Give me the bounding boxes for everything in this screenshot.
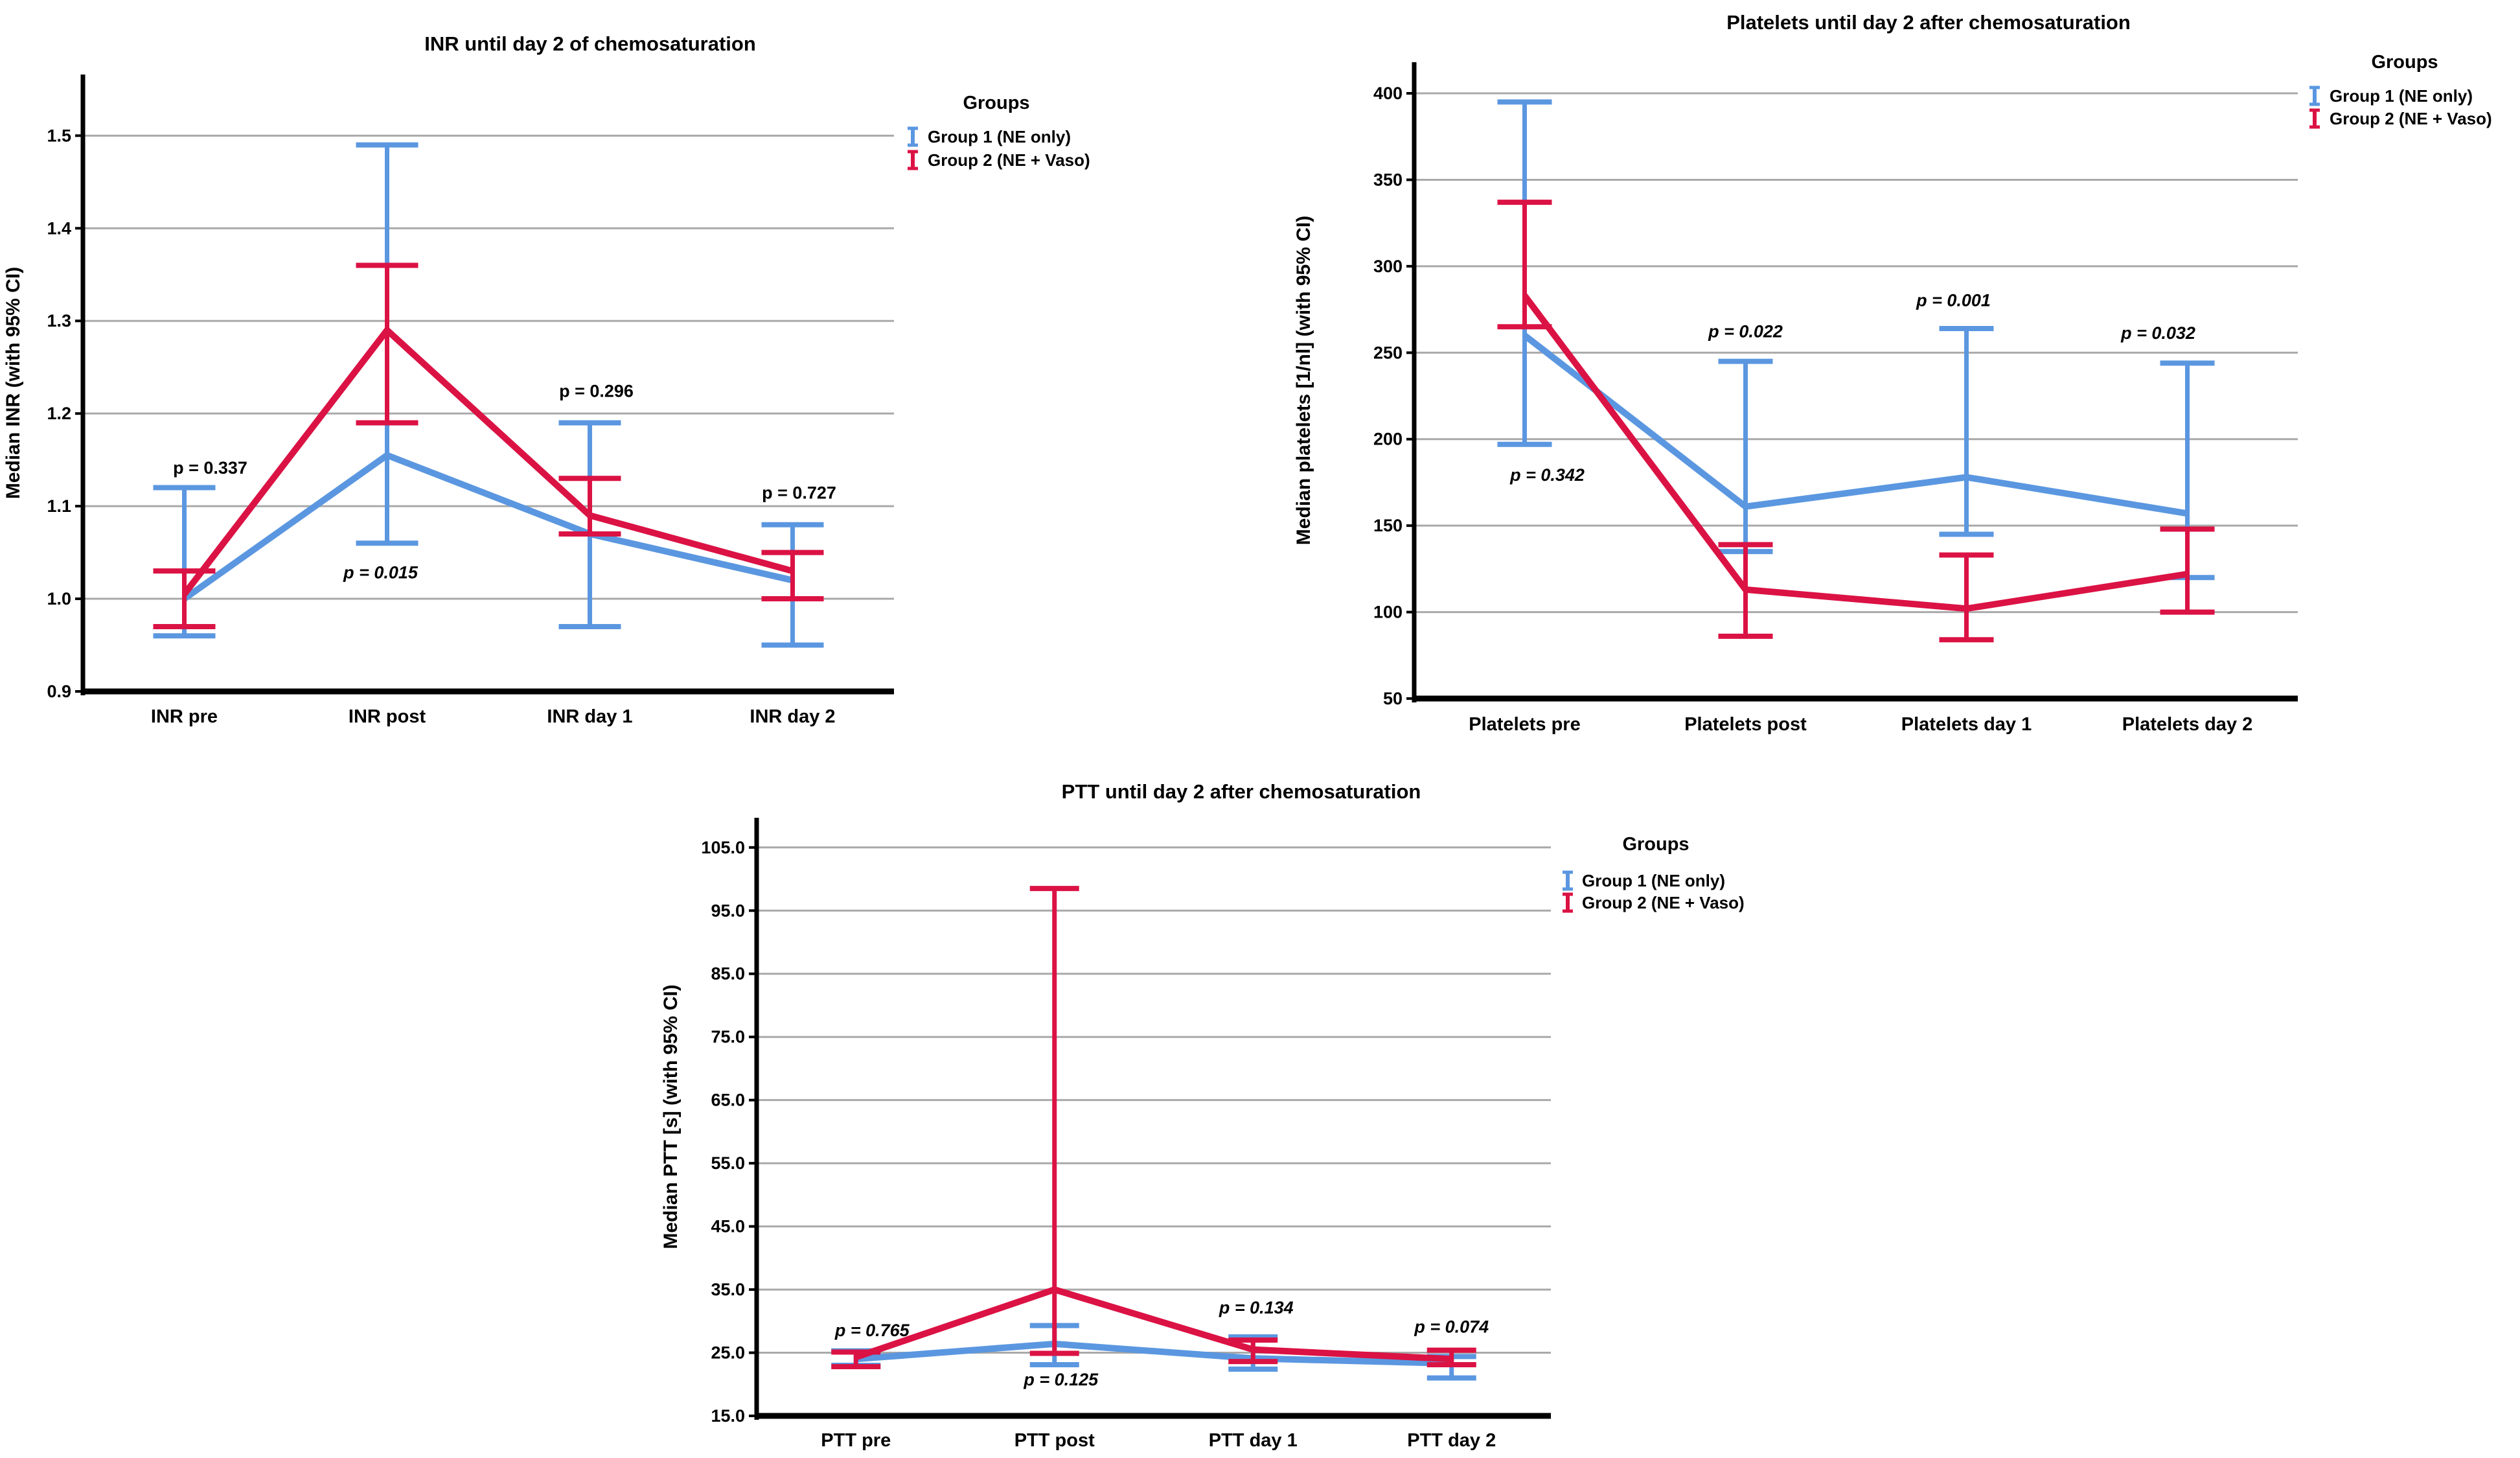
- p-value-label: p = 0.022: [1708, 321, 1783, 341]
- x-category-label: Platelets post: [1684, 714, 1807, 735]
- errorbar-icon: [2309, 86, 2320, 106]
- x-category-label: PTT pre: [821, 1430, 891, 1451]
- p-value-label: p = 0.032: [2120, 323, 2195, 343]
- p-value-label: p = 0.125: [1023, 1370, 1099, 1389]
- y-tick-label: 75.0: [711, 1027, 745, 1047]
- series-line: [1522, 294, 2188, 612]
- y-tick-label: 25.0: [711, 1343, 745, 1363]
- legend-title: Groups: [963, 93, 1029, 113]
- x-category-label: PTT post: [1014, 1430, 1095, 1451]
- errorbar-icon: [2309, 108, 2320, 129]
- y-tick-label: 400: [1373, 84, 1403, 103]
- x-category-label: Platelets day 2: [2122, 714, 2253, 735]
- chart-title: INR until day 2 of chemosaturation: [424, 32, 756, 55]
- p-value-label: p = 0.337: [173, 458, 247, 478]
- y-tick-label: 150: [1373, 516, 1403, 535]
- p-value-label: p = 0.001: [1916, 290, 1991, 310]
- p-value-label: p = 0.727: [762, 483, 836, 503]
- x-category-label: INR day 1: [547, 706, 632, 727]
- errorbar-icon: [908, 150, 918, 170]
- errorbar-icon: [1563, 892, 1573, 913]
- y-tick-label: 1.4: [47, 218, 71, 238]
- p-value-label: p = 0.765: [834, 1321, 910, 1340]
- y-tick-label: 65.0: [711, 1091, 745, 1110]
- p-value-label: p = 0.074: [1414, 1317, 1489, 1336]
- legend-item-label: Group 2 (NE + Vaso): [928, 150, 1090, 170]
- chart-ptt: 15.0 25.0 35.0 45.0 55.0 65.0 75.0 85.0 95.0 105.…: [648, 765, 1807, 1458]
- x-category-label: PTT day 2: [1407, 1430, 1496, 1451]
- p-value-label: p = 0.296: [559, 381, 634, 400]
- chart-svg: 50 100 150 200 250 300 350 400 Platelets pre Plat…: [1293, 11, 2492, 735]
- y-tick-label: 250: [1373, 343, 1403, 362]
- chart-inr: 0.9 1.0 1.1 1.2 1.3 1.4 1.5 INR pre INR post INR …: [0, 0, 1134, 758]
- y-tick-label: 1.0: [47, 589, 71, 608]
- y-tick-label: 85.0: [711, 964, 745, 984]
- y-tick-label: 45.0: [711, 1217, 745, 1236]
- y-tick-label: 200: [1373, 430, 1403, 449]
- series-line: [182, 451, 794, 602]
- series-line: [1522, 332, 2188, 517]
- legend-item-label: Group 2 (NE + Vaso): [1582, 893, 1745, 912]
- legend-item-label: Group 1 (NE only): [2330, 86, 2473, 106]
- p-value-label: p = 0.015: [343, 563, 418, 583]
- legend-item-label: Group 1 (NE only): [1582, 871, 1725, 890]
- y-axis-label: Median INR (with 95% CI): [3, 267, 24, 499]
- y-tick-label: 50: [1383, 689, 1403, 708]
- errorbar-icon: [1563, 870, 1573, 891]
- chart-svg: 15.0 25.0 35.0 45.0 55.0 65.0 75.0 85.0 95.0 105.…: [660, 780, 1745, 1451]
- y-tick-label: 300: [1373, 257, 1403, 276]
- x-category-label: Platelets pre: [1469, 714, 1580, 735]
- x-category-label: INR day 2: [750, 706, 835, 727]
- x-category-label: Platelets day 1: [1901, 714, 2032, 735]
- legend-title: Groups: [2371, 52, 2438, 73]
- legend-item-label: Group 1 (NE only): [928, 127, 1071, 146]
- p-value-label: p = 0.342: [1509, 465, 1585, 485]
- y-tick-label: 1.1: [47, 496, 71, 516]
- chart-title: Platelets until day 2 after chemosaturat…: [1726, 11, 2131, 34]
- y-tick-label: 35.0: [711, 1280, 745, 1299]
- y-axis-label: Median PTT [s] (with 95% CI): [660, 984, 682, 1249]
- y-tick-label: 350: [1373, 170, 1403, 189]
- chart-platelets: 50 100 150 200 250 300 350 400 Platelets pre Plat…: [1270, 0, 2520, 778]
- y-tick-label: 1.3: [47, 311, 71, 330]
- y-axis-label: Median platelets [1/nl] (with 95% CI): [1293, 216, 1314, 545]
- legend-title: Groups: [1622, 834, 1689, 855]
- y-tick-label: 95.0: [711, 901, 745, 920]
- chart-svg: 0.9 1.0 1.1 1.2 1.3 1.4 1.5 INR pre INR post INR …: [3, 32, 1090, 727]
- y-tick-label: 55.0: [711, 1153, 745, 1173]
- y-tick-label: 105.0: [701, 838, 745, 857]
- y-tick-label: 0.9: [47, 682, 71, 701]
- errorbar-icon: [908, 126, 918, 147]
- y-tick-label: 1.2: [47, 404, 71, 423]
- y-tick-label: 1.5: [47, 126, 71, 145]
- x-category-label: PTT day 1: [1209, 1430, 1298, 1451]
- series-line: [855, 1340, 1452, 1367]
- y-tick-label: 100: [1373, 603, 1403, 622]
- chart-title: PTT until day 2 after chemosaturation: [1062, 780, 1421, 803]
- x-category-label: INR post: [349, 706, 426, 727]
- series-line: [181, 325, 794, 596]
- legend-item-label: Group 2 (NE + Vaso): [2330, 109, 2492, 128]
- y-tick-label: 15.0: [711, 1406, 745, 1426]
- series-line: [854, 1286, 1452, 1363]
- p-value-label: p = 0.134: [1219, 1298, 1294, 1317]
- x-category-label: INR pre: [151, 706, 218, 727]
